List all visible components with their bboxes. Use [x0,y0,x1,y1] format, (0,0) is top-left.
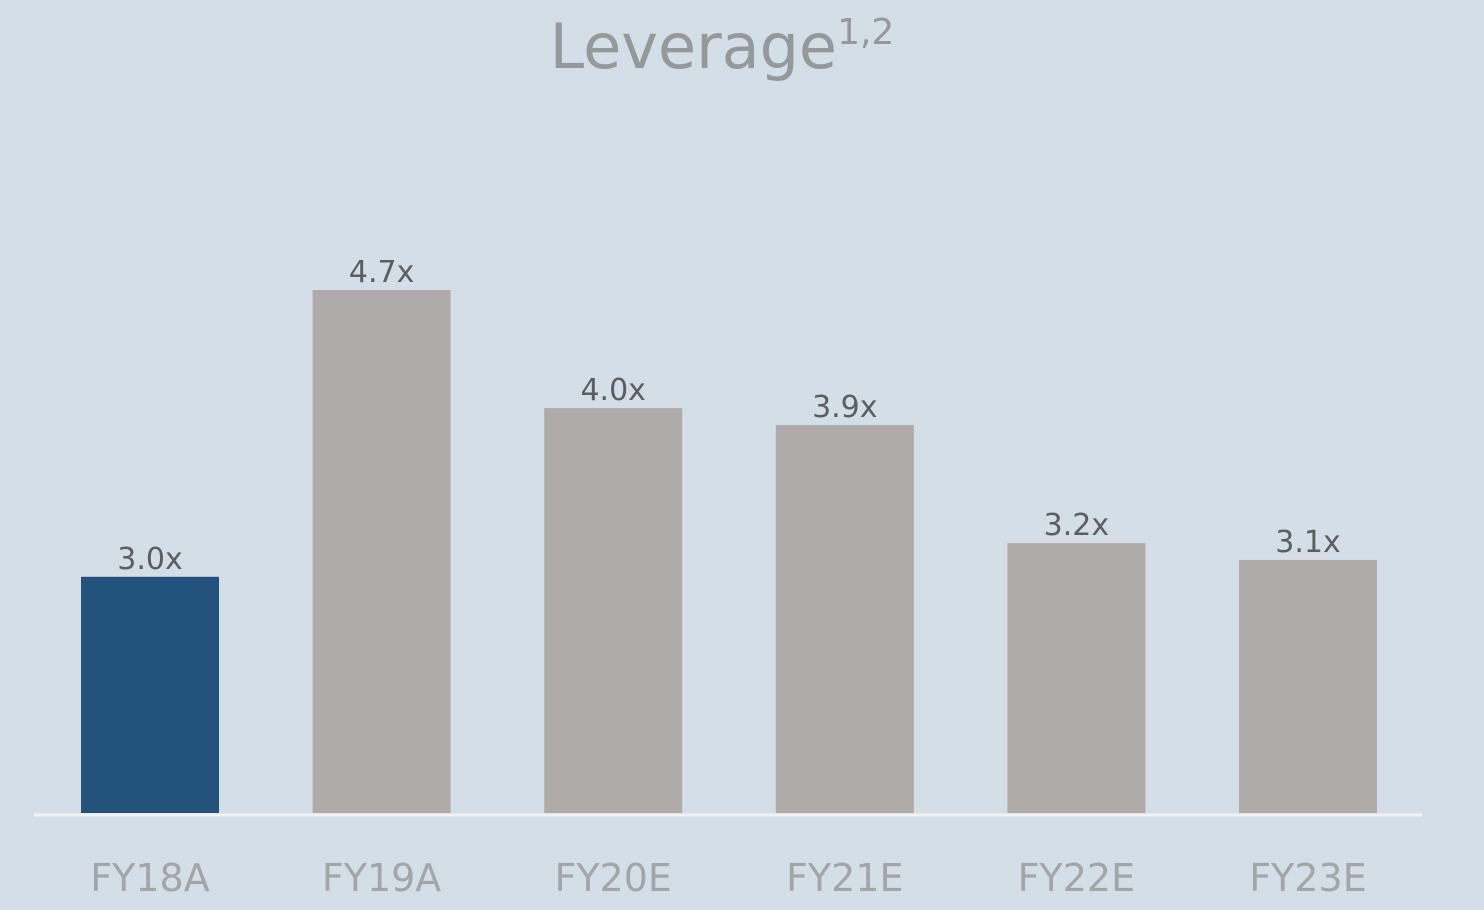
x-axis-tick-labels: FY18A FY19A FY20E FY21E FY22E FY23E [90,856,1366,900]
x-tick-label-fy22e: FY22E [1018,856,1135,900]
chart-title-superscript: 1,2 [837,12,894,53]
data-label-fy22e: 3.2x [1044,508,1109,543]
x-tick-label-fy19a: FY19A [322,856,441,900]
bar-fy23e [1239,559,1377,813]
bar-fy19a [312,290,451,813]
data-label-fy19a: 4.7x [349,255,414,290]
x-tick-label-fy18a: FY18A [90,856,209,900]
bar-fy22e [1007,543,1146,813]
bar-fy18a [81,576,219,813]
x-tick-label-fy20e: FY20E [554,856,671,900]
bar-fy21e [775,425,914,813]
chart-title: Leverage1,2 [550,10,895,83]
data-label-fy18a: 3.0x [117,542,182,577]
x-tick-label-fy23e: FY23E [1249,856,1366,900]
data-label-fy23e: 3.1x [1275,525,1340,560]
chart-title-main: Leverage [550,10,837,83]
data-labels-group: 3.0x 4.7x 4.0x 3.9x 3.2x 3.1x [117,255,1340,577]
data-label-fy21e: 3.9x [812,390,877,425]
bars-group [81,290,1377,813]
x-tick-label-fy21e: FY21E [786,856,903,900]
bar-fy20e [544,408,683,813]
data-label-fy20e: 4.0x [580,373,645,408]
